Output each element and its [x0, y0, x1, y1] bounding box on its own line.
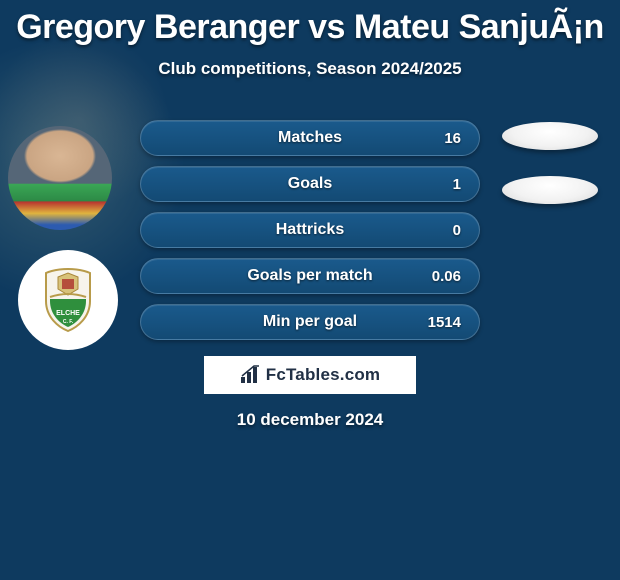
stat-row: Min per goal 1514 — [140, 304, 480, 340]
stat-value: 16 — [444, 121, 461, 155]
stat-row: Goals per match 0.06 — [140, 258, 480, 294]
shield-icon: ELCHE C. F. — [40, 267, 96, 333]
stat-value: 0 — [453, 213, 461, 247]
club-crest-elche: ELCHE C. F. — [18, 250, 118, 350]
page-title: Gregory Beranger vs Mateu SanjuÃ¡n — [0, 0, 620, 47]
blob — [502, 176, 598, 204]
stat-label: Hattricks — [276, 221, 344, 239]
stat-row: Hattricks 0 — [140, 212, 480, 248]
stat-label: Matches — [278, 129, 342, 147]
stat-label: Goals per match — [247, 267, 372, 285]
blob — [502, 122, 598, 150]
stat-value: 1 — [453, 167, 461, 201]
stat-row: Matches 16 — [140, 120, 480, 156]
right-blobs — [502, 122, 598, 230]
player-avatar-1 — [8, 126, 112, 230]
stat-label: Goals — [288, 175, 332, 193]
svg-text:C. F.: C. F. — [63, 319, 74, 325]
date-text: 10 december 2024 — [0, 410, 620, 430]
stat-row: Goals 1 — [140, 166, 480, 202]
svg-text:ELCHE: ELCHE — [56, 310, 80, 317]
brand-box[interactable]: FcTables.com — [202, 354, 418, 396]
stats-list: Matches 16 Goals 1 Hattricks 0 Goals per… — [140, 120, 480, 350]
stat-value: 1514 — [428, 305, 461, 339]
stat-value: 0.06 — [432, 259, 461, 293]
brand-text: FcTables.com — [266, 365, 381, 385]
avatar-column: ELCHE C. F. — [8, 126, 118, 370]
page-subtitle: Club competitions, Season 2024/2025 — [0, 59, 620, 79]
bar-chart-icon — [240, 365, 262, 385]
stat-label: Min per goal — [263, 313, 357, 331]
